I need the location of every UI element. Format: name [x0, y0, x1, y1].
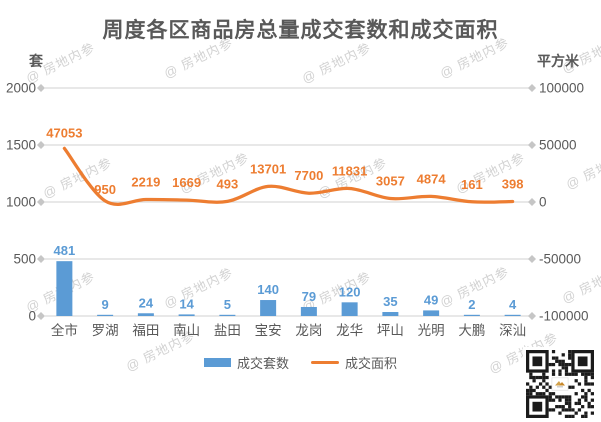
bar [382, 312, 399, 316]
category-label: 坪山 [377, 323, 404, 338]
line-value-label: 4874 [417, 171, 447, 186]
axis-tick-diamond-icon [528, 312, 536, 320]
left-axis-tick-label: 500 [13, 252, 36, 267]
axis-tick-diamond-icon [37, 312, 45, 320]
left-axis-tick-label: 0 [28, 309, 36, 324]
qr-code-image [523, 347, 597, 421]
line-value-label: 11831 [332, 164, 367, 179]
chart-title: 周度各区商品房总量成交套数和成交面积 [102, 19, 499, 42]
bar [219, 314, 236, 316]
right-axis-tick-label: 0 [539, 195, 547, 210]
category-label: 龙岗 [295, 323, 322, 338]
category-label: 龙华 [336, 323, 363, 338]
right-axis-tick-label: 50000 [539, 138, 577, 153]
line-value-label: 398 [502, 177, 524, 192]
bar-value-label: 4 [509, 297, 517, 312]
axis-tick-diamond-icon [528, 198, 536, 206]
right-axis-title: 平方米 [537, 53, 580, 69]
bar [341, 302, 358, 316]
axis-tick-diamond-icon [528, 141, 536, 149]
line-value-label: 13701 [250, 161, 286, 176]
bar-value-label: 79 [302, 289, 316, 304]
bar-value-label: 140 [257, 282, 279, 297]
axis-tick-diamond-icon [528, 84, 536, 92]
line-value-label: 7700 [294, 168, 323, 183]
line-value-label: 493 [217, 176, 239, 191]
bar [300, 306, 317, 316]
bar [463, 314, 480, 316]
legend-label: 成交面积 [345, 356, 398, 371]
bar-value-label: 35 [383, 294, 397, 309]
left-axis-title: 套 [29, 53, 43, 69]
legend: 成交套数 成交面积 [0, 353, 601, 372]
category-label: 全市 [51, 322, 78, 338]
axis-tick-diamond-icon [37, 255, 45, 263]
legend-label: 成交套数 [236, 356, 289, 371]
bar-value-label: 49 [424, 292, 438, 307]
category-label: 盐田 [214, 323, 241, 338]
bar [504, 314, 521, 316]
category-label: 深汕 [499, 323, 526, 338]
legend-bar-swatch-icon [203, 358, 231, 367]
axis-tick-diamond-icon [37, 84, 45, 92]
bar [56, 261, 73, 316]
bar-value-label: 14 [179, 296, 194, 311]
bar-value-label: 481 [54, 243, 76, 258]
category-label: 大鹏 [458, 323, 485, 338]
bar-value-label: 2 [468, 297, 475, 312]
line-value-label: 3057 [376, 174, 405, 189]
bar-value-label: 5 [224, 297, 231, 312]
right-axis-tick-label: 100000 [539, 81, 584, 96]
bar [178, 314, 195, 316]
category-label: 罗湖 [92, 323, 119, 338]
legend-line-swatch-icon [311, 360, 339, 365]
right-axis-tick-label: -100000 [539, 309, 589, 324]
left-axis-tick-label: 2000 [6, 81, 36, 96]
bar-value-label: 120 [339, 284, 361, 299]
bar-value-label: 24 [139, 295, 154, 310]
category-label: 宝安 [255, 323, 282, 338]
bar-value-label: 9 [102, 297, 109, 312]
line-value-label: 1669 [172, 175, 201, 190]
line-value-label: 47053 [46, 125, 82, 140]
line-value-label: 161 [461, 177, 483, 192]
bar [260, 300, 277, 316]
right-axis-tick-label: -50000 [539, 252, 581, 267]
bar [137, 313, 154, 316]
line-value-label: 2219 [131, 174, 160, 189]
axis-tick-diamond-icon [37, 198, 45, 206]
left-axis-tick-label: 1500 [6, 138, 36, 153]
legend-item-bar: 成交套数 [203, 353, 289, 372]
category-label: 光明 [418, 323, 445, 338]
bar [423, 310, 440, 316]
category-label: 福田 [132, 323, 159, 338]
left-axis-tick-label: 1000 [6, 195, 36, 210]
line-series [62, 146, 515, 206]
line-value-label: 950 [94, 182, 116, 197]
axis-tick-diamond-icon [528, 255, 536, 263]
axis-tick-diamond-icon [37, 141, 45, 149]
category-label: 南山 [173, 323, 200, 338]
legend-item-line: 成交面积 [311, 353, 397, 372]
bar [97, 314, 114, 316]
qr-code [523, 347, 597, 421]
